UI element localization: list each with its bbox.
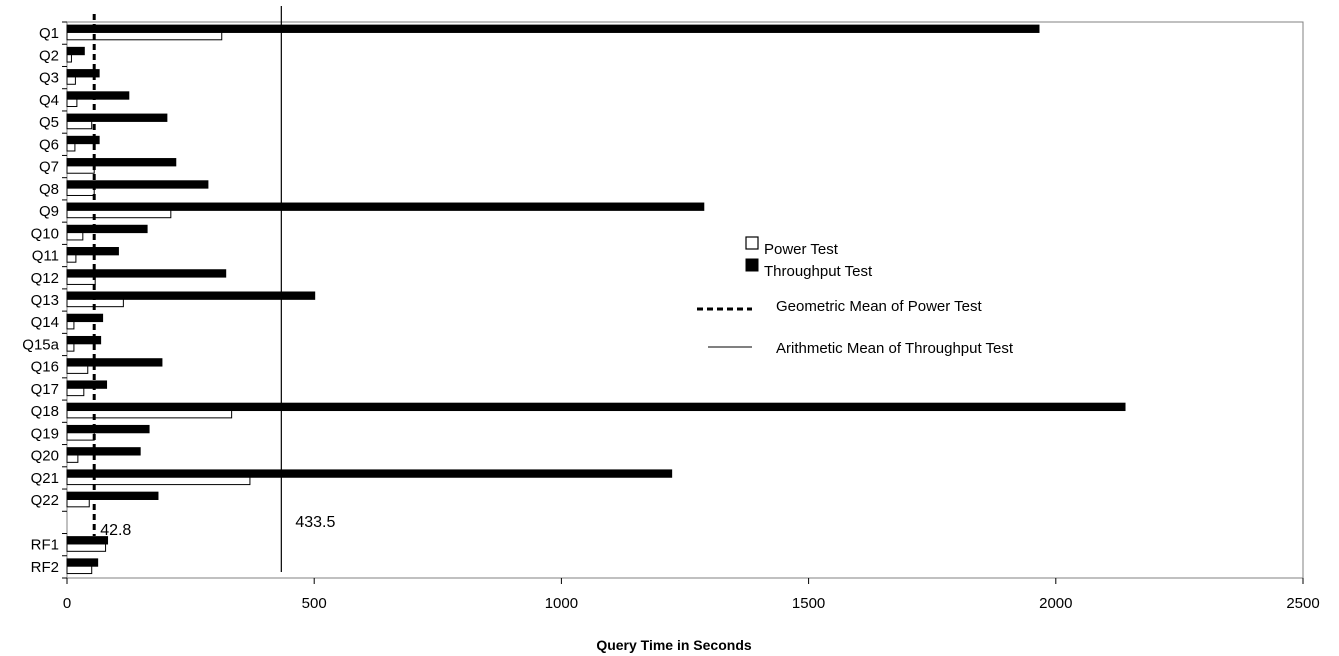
bar-throughput-test [66,313,104,323]
category-label: Q6 [39,136,59,153]
bar-throughput-test [66,202,705,211]
category-label: Q9 [39,203,59,220]
x-tick-label: 2500 [1286,595,1319,612]
category-label: Q16 [31,359,59,376]
category-label: Q3 [39,70,59,87]
bar-power-test [66,365,89,374]
category-label: Q1 [39,25,59,42]
category-label: Q13 [31,292,59,309]
plot-border [66,21,1304,579]
bar-power-test [66,476,251,486]
category-label: Q22 [31,492,59,509]
category-label: Q7 [39,159,59,176]
legend-swatch-power-test [745,236,759,250]
x-tick-label: 2000 [1039,595,1072,612]
bar-power-test [66,498,90,508]
category-label: Q20 [31,448,59,465]
bar-throughput-test [66,113,168,122]
legend-label-power-test: Power Test [764,241,839,258]
bar-throughput-test [66,424,150,434]
bar-power-test [66,76,76,85]
x-tick-label: 1500 [792,595,825,612]
bar-throughput-test [66,24,1040,33]
category-label: Q4 [39,92,59,109]
bar-power-test [66,565,93,575]
x-axis-title: Query Time in Seconds [596,637,752,653]
bar-power-test [66,387,85,397]
bar-throughput-test [66,180,209,189]
plot-area: 0 500 1000 1500 2000 2500 Q1 Q2 Q3 Q4 Q5 Q6 Q7 Q8 Q9 Q1… [22,6,1320,612]
bar-throughput-test [66,158,177,167]
bar-throughput-test [66,135,100,145]
bar-power-test [66,120,93,130]
category-label: Q15a [22,336,59,353]
bar-power-test [66,54,72,63]
bar-throughput-test [66,558,99,567]
bar-throughput-test [66,402,1126,412]
x-tick-label: 500 [302,595,327,612]
category-label: Q5 [39,114,59,131]
bar-power-test [66,98,78,108]
category-label: Q21 [31,470,59,487]
bar-throughput-test [66,380,108,389]
category-label: RF1 [31,537,59,554]
category-label: Q8 [39,181,59,198]
legend-label-arithmetic-mean: Arithmetic Mean of Throughput Test [776,340,1014,357]
category-label: Q12 [31,270,59,287]
category-label: Q11 [32,248,59,265]
x-tick-label: 0 [63,595,71,612]
bar-power-test [66,165,95,174]
bar-power-test [66,232,84,241]
bar-power-test [66,187,95,196]
arithmetic-mean-label: 433.5 [295,514,335,531]
bar-power-test [66,343,75,352]
bar-power-test [66,432,95,441]
bar-throughput-test [66,224,148,234]
category-label: Q19 [31,425,59,442]
x-tick-label: 1000 [545,595,578,612]
bar-power-test [66,321,75,330]
geometric-mean-label: 42.8 [100,522,131,539]
bar-throughput-test [66,469,673,478]
bar-throughput-test [66,358,163,367]
bar-power-test [66,543,107,552]
bar-throughput-test [66,291,316,300]
bar-power-test [66,410,233,419]
bar-power-test [66,209,172,219]
category-label: Q10 [31,225,59,242]
bar-throughput-test [66,335,102,345]
category-label: Q2 [39,47,59,64]
legend-label-geometric-mean: Geometric Mean of Power Test [776,298,982,315]
bar-throughput-test [66,491,159,500]
bar-power-test [66,454,79,463]
bar-throughput-test [66,447,141,456]
bar-power-test [66,143,76,152]
bar-power-test [66,254,77,263]
bar-throughput-test [66,91,130,100]
legend-label-throughput-test: Throughput Test [764,263,873,280]
category-label: Q18 [31,403,59,420]
category-label: RF2 [31,559,59,576]
legend: Power Test Throughput Test Geometric Mea… [697,236,1014,357]
bar-throughput-test [66,69,100,78]
bar-throughput-test [66,46,85,56]
bar-power-test [66,31,223,41]
category-label: Q17 [31,381,59,398]
category-label: Q14 [31,314,59,331]
bar-power-test [66,276,96,285]
legend-swatch-throughput-test [745,258,759,272]
bar-throughput-test [66,269,227,278]
